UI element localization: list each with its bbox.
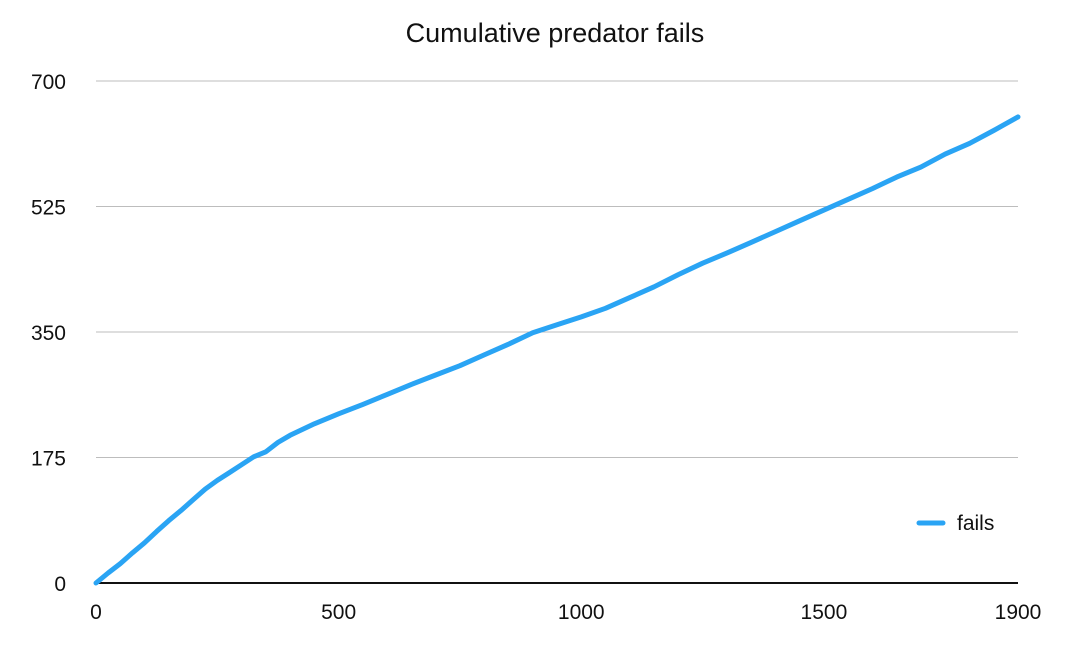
x-tick-label: 1500 (801, 601, 848, 624)
legend: fails (916, 512, 994, 535)
chart-title: Cumulative predator fails (405, 18, 705, 48)
series-line-fails (93, 114, 1021, 586)
y-tick-label: 525 (31, 197, 66, 220)
y-tick-label: 350 (31, 322, 66, 345)
legend-label: fails (957, 512, 994, 535)
y-tick-label: 175 (31, 448, 66, 471)
y-tick-label: 700 (31, 71, 66, 94)
x-tick-label: 1900 (995, 601, 1042, 624)
x-tick-label: 1000 (558, 601, 605, 624)
x-tick-label: 0 (90, 601, 102, 624)
series-lines (93, 114, 1021, 586)
y-tick-label: 0 (54, 573, 66, 596)
axes: 0 175 350 525 700 0 500 1000 1500 1900 (31, 71, 1041, 624)
gridlines (96, 80, 1018, 458)
x-tick-label: 500 (321, 601, 356, 624)
